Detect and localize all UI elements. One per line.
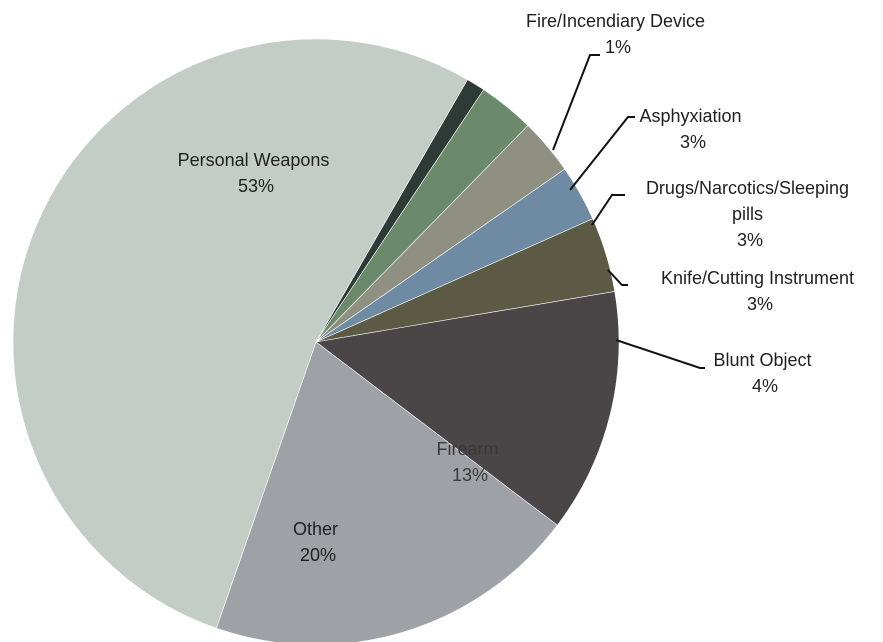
label-fire: Fire/Incendiary Device 1% <box>526 11 710 57</box>
label-asphyxiation-pct: 3% <box>680 132 706 152</box>
label-drugs-name-line2: pills <box>732 204 763 224</box>
label-firearm-pct: 13% <box>452 465 488 485</box>
label-firearm: Firearm 13% <box>436 439 503 485</box>
label-asphyxiation-name: Asphyxiation <box>639 106 741 126</box>
label-other-pct: 20% <box>300 545 336 565</box>
leader-line-blunt <box>615 339 705 369</box>
pie-slice-firearm <box>315 291 620 526</box>
label-knife-pct: 3% <box>747 294 773 314</box>
pie-slice-personal-weapons <box>12 38 468 629</box>
label-blunt-name: Blunt Object <box>713 350 811 370</box>
label-personal-weapons-name: Personal Weapons <box>178 150 330 170</box>
label-other-name: Other <box>293 519 338 539</box>
label-blunt-pct: 4% <box>752 376 778 396</box>
label-knife: Knife/Cutting Instrument 3% <box>661 268 859 314</box>
label-other: Other 20% <box>293 519 343 565</box>
label-fire-name: Fire/Incendiary Device <box>526 11 705 31</box>
label-drugs-name-line1: Drugs/Narcotics/Sleeping <box>646 178 849 198</box>
label-knife-name: Knife/Cutting Instrument <box>661 268 854 288</box>
leader-line-asphyxiation <box>569 116 635 191</box>
leader-lines <box>552 54 705 369</box>
label-personal-weapons: Personal Weapons 53% <box>178 150 335 196</box>
leader-line-fire <box>552 54 600 151</box>
leader-line-knife <box>607 269 628 286</box>
pie-slice-other <box>215 341 558 642</box>
label-firearm-name: Firearm <box>436 439 498 459</box>
leader-line-drugs <box>591 194 625 226</box>
label-blunt: Blunt Object 4% <box>713 350 816 396</box>
label-drugs: Drugs/Narcotics/Sleeping pills 3% <box>646 178 854 250</box>
label-fire-pct: 1% <box>605 37 631 57</box>
label-personal-weapons-pct: 53% <box>238 176 274 196</box>
pie-slices <box>12 38 620 642</box>
label-asphyxiation: Asphyxiation 3% <box>639 106 746 152</box>
label-drugs-pct: 3% <box>737 230 763 250</box>
